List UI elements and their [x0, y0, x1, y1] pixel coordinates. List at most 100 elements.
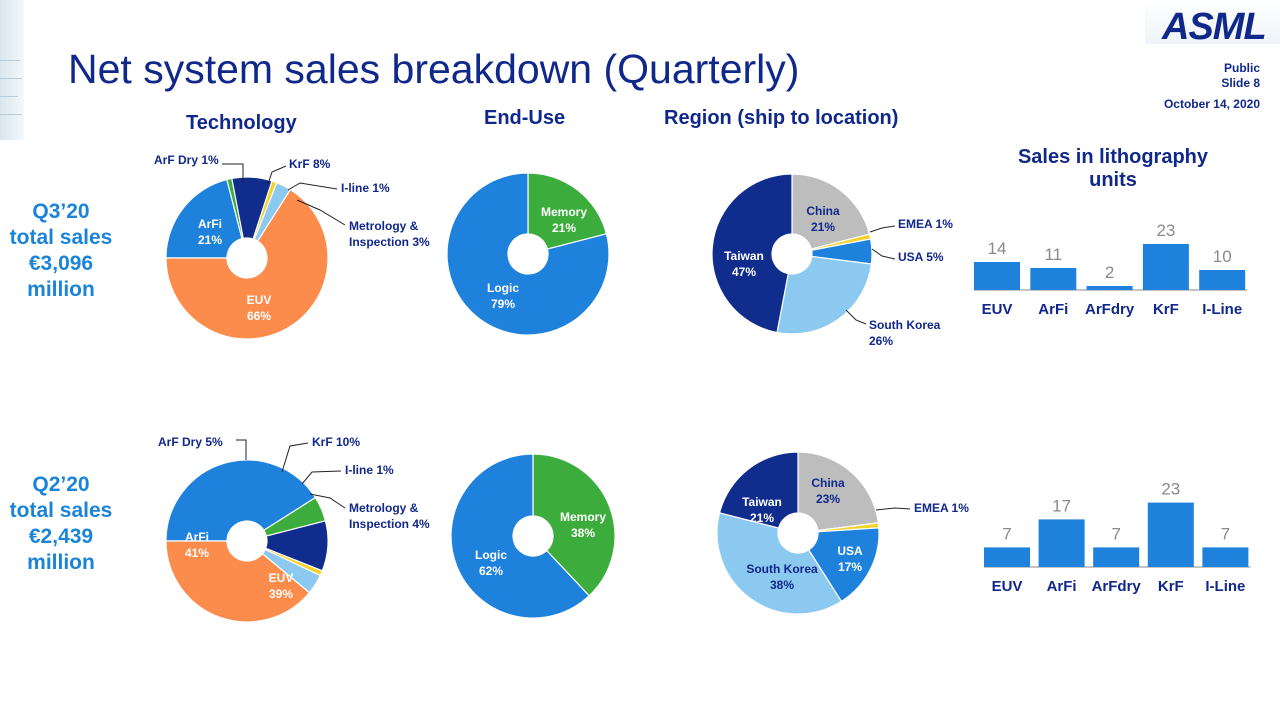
units-q2-bar-i-line	[1202, 547, 1249, 567]
quarter-total-label: total sales	[9, 499, 113, 522]
units-q3-value-euv: 14	[988, 239, 1007, 258]
units-q3-bar-i-line	[1199, 270, 1246, 290]
units-q3-value-arfdry: 2	[1105, 263, 1114, 282]
quarter-total-label: total sales	[9, 226, 113, 249]
technology-q3-label-arfi-pct: 21%	[198, 233, 222, 247]
technology-q2-label-arfi: ArFi	[185, 530, 209, 544]
end_use-q2-label-memory: Memory	[560, 510, 606, 524]
technology-q2-slice-euv	[165, 540, 311, 623]
region-q2-label-usa: USA	[837, 544, 863, 558]
quarter-total-unit: million	[27, 278, 95, 301]
region-q2-label-south-korea-pct: 38%	[770, 578, 794, 592]
end_use-q3-label-logic: Logic	[487, 281, 519, 295]
region-q3-slice-south-korea	[776, 255, 873, 335]
units-q2-value-arfi: 17	[1052, 496, 1071, 515]
units-q3-category-arfdry: ArFdry	[1085, 301, 1135, 318]
end_use-q3-label-memory: Memory	[541, 205, 587, 219]
region-q2-slice-china	[797, 451, 880, 532]
quarter-label: Q3’20	[32, 200, 90, 223]
region-q3-slice-china	[791, 173, 871, 250]
units-q3-bar-arfi	[1030, 268, 1077, 290]
region-q2-slice-usa	[807, 527, 880, 603]
units-q2-category-arfi: ArFi	[1047, 578, 1077, 595]
section-title-region: Region (ship to location)	[664, 107, 899, 129]
technology-q2-label-metrology-and-inspection-line2: Inspection 4%	[349, 517, 430, 531]
section-title-units-line1: Sales in lithography	[1017, 146, 1209, 168]
units-q2-value-i-line: 7	[1221, 524, 1230, 543]
technology-q3-label-euv-pct: 66%	[247, 309, 271, 323]
quarter-total-unit: million	[27, 551, 95, 574]
technology-q3-slice-arfi	[165, 178, 243, 259]
region-q3-label-china-pct: 21%	[811, 220, 835, 234]
region-q2-slice-taiwan	[718, 451, 799, 529]
units-q2-value-arfdry: 7	[1111, 524, 1120, 543]
section-title-end-use: End-Use	[484, 107, 566, 129]
units-q2-category-i-line: I-Line	[1205, 578, 1245, 595]
end_use-q3-slice-logic	[446, 172, 610, 336]
region-q2-label-taiwan: Taiwan	[742, 495, 782, 509]
classification-label: Public	[1223, 61, 1260, 75]
end_use-q3-label-memory-pct: 21%	[552, 221, 576, 235]
units-q2-bar-euv	[984, 547, 1030, 567]
end_use-q2-slice-memory	[532, 453, 616, 597]
units-q2-value-euv: 7	[1002, 524, 1011, 543]
end_use-q2-label-logic-pct: 62%	[479, 564, 503, 578]
units-q3-category-arfi: ArFi	[1038, 301, 1068, 318]
presentation-date: October 14, 2020	[1163, 97, 1260, 111]
technology-q3-label-i-line: I-line 1%	[341, 181, 390, 195]
slide-number: Slide 8	[1221, 76, 1260, 90]
region-q2-label-usa-pct: 17%	[838, 560, 862, 574]
end_use-q2-label-logic: Logic	[475, 548, 507, 562]
units-q2-bar-krf	[1147, 502, 1194, 567]
end_use-q3-label-logic-pct: 79%	[491, 297, 515, 311]
units-q3-category-krf: KrF	[1153, 301, 1179, 318]
technology-q2-leader-krf	[281, 442, 309, 473]
region-q3-leader-south-korea	[845, 309, 867, 325]
region-q2-slice-south-korea	[716, 512, 843, 615]
quarter-total-value: €2,439	[28, 525, 94, 548]
technology-q3-label-metrology-and-inspection: Metrology &	[349, 219, 419, 233]
region-q3-label-taiwan-pct: 47%	[732, 265, 756, 279]
region-q3-label-emea: EMEA 1%	[898, 217, 953, 231]
quarter-summary-q2: Q2’20 total sales €2,439 million	[0, 472, 126, 576]
section-title-units-line2: units	[1089, 169, 1137, 191]
technology-q3-label-arfi: ArFi	[198, 217, 222, 231]
units-q3-category-euv: EUV	[982, 301, 1013, 318]
units-q3-bar-arfdry	[1086, 286, 1133, 290]
region-q2-label-china: China	[811, 476, 845, 490]
region-q3-label-south-korea: South Korea	[869, 318, 941, 332]
region-q3-label-usa: USA 5%	[898, 250, 944, 264]
region-q2-label-emea: EMEA 1%	[914, 501, 969, 515]
units-q3-value-krf: 23	[1156, 221, 1175, 240]
technology-q2-leader-arf-dry	[236, 439, 247, 460]
technology-q3-leader-arf-dry	[222, 163, 244, 182]
technology-q3-leader-krf	[267, 165, 287, 185]
units-q2-category-krf: KrF	[1158, 578, 1184, 595]
technology-q3-leader-i-line	[287, 182, 338, 191]
units-q2-bar-arfi	[1038, 519, 1085, 567]
section-title-technology: Technology	[186, 112, 297, 134]
region-q2-label-south-korea: South Korea	[746, 562, 818, 576]
region-q3-slice-taiwan	[711, 173, 793, 334]
corner-decoration	[0, 0, 24, 140]
region-q2-label-china-pct: 23%	[816, 492, 840, 506]
end_use-q2-slice-logic	[450, 453, 590, 619]
region-q3-label-china: China	[806, 204, 840, 218]
technology-q2-label-krf: KrF 10%	[312, 435, 360, 449]
region-q3-leader-emea	[869, 225, 896, 233]
technology-q2-leader-metrology-and-inspection	[309, 493, 346, 509]
region-q3-label-taiwan: Taiwan	[724, 249, 764, 263]
units-q3-category-i-line: I-Line	[1202, 301, 1242, 318]
units-q3-value-arfi: 11	[1044, 245, 1062, 264]
region-q2-label-taiwan-pct: 21%	[750, 511, 774, 525]
quarter-total-value: €3,096	[28, 252, 94, 275]
technology-q2-label-euv: EUV	[269, 571, 294, 585]
units-q3-bar-euv	[974, 262, 1020, 290]
units-q2-value-krf: 23	[1161, 480, 1180, 499]
quarter-label: Q2’20	[32, 473, 90, 496]
end_use-q2-label-memory-pct: 38%	[571, 526, 595, 540]
units-q3-bar-krf	[1142, 244, 1189, 290]
technology-q3-label-arf-dry: ArF Dry 1%	[154, 153, 219, 167]
technology-q2-label-euv-pct: 39%	[269, 587, 293, 601]
